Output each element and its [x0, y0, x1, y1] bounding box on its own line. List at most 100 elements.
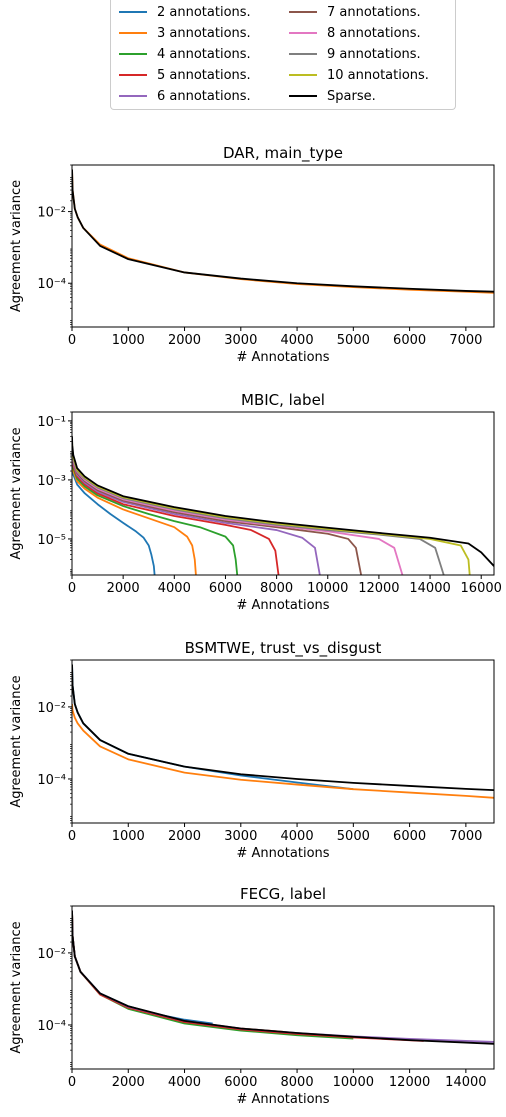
y-tick-label: 10⁻⁵ — [37, 533, 66, 548]
y-tick-label: 10⁻² — [37, 947, 66, 962]
y-tick-label: 10⁻⁴ — [37, 277, 66, 292]
legend-entry: 5 annotations. — [119, 65, 251, 85]
series-line — [72, 169, 494, 293]
plot-frame — [71, 164, 495, 328]
x-tick-label: 2000 — [168, 829, 201, 844]
x-tick-label: 8000 — [260, 581, 293, 596]
series-line — [72, 664, 494, 792]
x-tick-label: 4000 — [168, 1075, 201, 1090]
y-axis-label: Agreement variance — [9, 427, 24, 559]
x-tick-label: 16000 — [461, 581, 502, 596]
legend-entry: 8 annotations. — [289, 23, 421, 43]
series-line — [72, 910, 354, 1040]
x-tick-label: 12000 — [358, 581, 399, 596]
x-tick-label: 10000 — [307, 581, 348, 596]
x-tick-label: 14000 — [409, 581, 450, 596]
x-tick-label: 5000 — [337, 333, 370, 348]
legend-label: Sparse. — [327, 88, 376, 104]
x-axis-label: # Annotations — [236, 598, 329, 613]
legend-entry: 10 annotations. — [289, 65, 429, 85]
y-tick-label: 10⁻⁴ — [37, 1019, 66, 1034]
x-tick-label: 10000 — [333, 1075, 374, 1090]
series-line — [72, 459, 156, 575]
x-tick-label: 12000 — [389, 1075, 430, 1090]
x-tick-label: 3000 — [224, 829, 257, 844]
x-tick-label: 5000 — [337, 829, 370, 844]
series-line — [72, 703, 494, 799]
legend: 2 annotations. 3 annotations. 4 annotation… — [110, 0, 456, 110]
x-tick-label: 1000 — [112, 829, 145, 844]
y-axis-label: Agreement variance — [9, 675, 24, 807]
legend-swatch — [289, 95, 317, 97]
series-line — [72, 436, 494, 567]
legend-label: 8 annotations. — [327, 25, 421, 41]
plot-frame — [71, 411, 495, 576]
legend-label: 2 annotations. — [157, 4, 251, 20]
x-tick-label: 2000 — [112, 1075, 145, 1090]
x-tick-label: 7000 — [449, 333, 482, 348]
legend-label: 6 annotations. — [157, 88, 251, 104]
x-tick-label: 6000 — [224, 1075, 257, 1090]
x-axis-label: # Annotations — [236, 1092, 329, 1107]
chart-panel: 0 1000 2000 3000 4000 5000 6000 7000 10⁻² 10⁻⁴ BSM… — [9, 639, 495, 861]
x-tick-label: 0 — [68, 1075, 76, 1090]
x-tick-label: 2000 — [107, 581, 140, 596]
chart-title: MBIC, label — [241, 391, 325, 409]
legend-swatch — [119, 11, 147, 13]
legend-entry: 2 annotations. — [119, 2, 251, 22]
series-line — [72, 910, 284, 1033]
legend-swatch — [119, 95, 147, 97]
x-tick-label: 0 — [68, 829, 76, 844]
legend-entry: 9 annotations. — [289, 44, 421, 64]
legend-label: 7 annotations. — [327, 4, 421, 20]
legend-entry: 3 annotations. — [119, 23, 251, 43]
legend-swatch — [289, 32, 317, 34]
y-tick-label: 10⁻² — [37, 701, 66, 716]
chart-title: FECG, label — [240, 885, 326, 903]
x-axis-label: # Annotations — [236, 846, 329, 861]
legend-entry: Sparse. — [289, 86, 376, 106]
x-tick-label: 1000 — [112, 333, 145, 348]
series-line — [72, 444, 363, 575]
y-axis-label: Agreement variance — [9, 921, 24, 1053]
plot-area — [72, 664, 494, 799]
legend-entry: 6 annotations. — [119, 86, 251, 106]
x-tick-label: 7000 — [449, 829, 482, 844]
y-tick-label: 10⁻¹ — [37, 415, 66, 430]
legend-label: 3 annotations. — [157, 25, 251, 41]
x-tick-label: 6000 — [393, 829, 426, 844]
x-tick-label: 0 — [68, 333, 76, 348]
plot-area — [72, 169, 494, 294]
y-tick-label: 10⁻² — [37, 206, 66, 221]
legend-swatch — [289, 11, 317, 13]
legend-label: 10 annotations. — [327, 67, 429, 83]
series-line — [72, 169, 494, 294]
x-tick-label: 8000 — [281, 1075, 314, 1090]
x-tick-label: 6000 — [393, 333, 426, 348]
x-tick-label: 4000 — [158, 581, 191, 596]
y-tick-label: 10⁻⁴ — [37, 773, 66, 788]
series-line — [72, 910, 424, 1042]
series-line — [72, 910, 494, 1045]
y-tick-label: 10⁻³ — [37, 474, 66, 489]
legend-swatch — [119, 74, 147, 76]
plot-area — [72, 910, 494, 1045]
plot-frame — [71, 905, 495, 1070]
series-line — [72, 454, 197, 575]
legend-label: 5 annotations. — [157, 67, 251, 83]
legend-swatch — [119, 32, 147, 34]
x-tick-label: 4000 — [281, 829, 314, 844]
plot-frame — [71, 659, 495, 824]
legend-swatch — [289, 53, 317, 55]
x-tick-label: 6000 — [209, 581, 242, 596]
x-tick-label: 0 — [68, 581, 76, 596]
legend-entry: 4 annotations. — [119, 44, 251, 64]
legend-swatch — [119, 53, 147, 55]
series-line — [72, 910, 213, 1025]
legend-label: 4 annotations. — [157, 46, 251, 62]
chart-title: DAR, main_type — [223, 144, 343, 163]
legend-label: 9 annotations. — [327, 46, 421, 62]
plot-area — [72, 436, 494, 575]
legend-entry: 7 annotations. — [289, 2, 421, 22]
